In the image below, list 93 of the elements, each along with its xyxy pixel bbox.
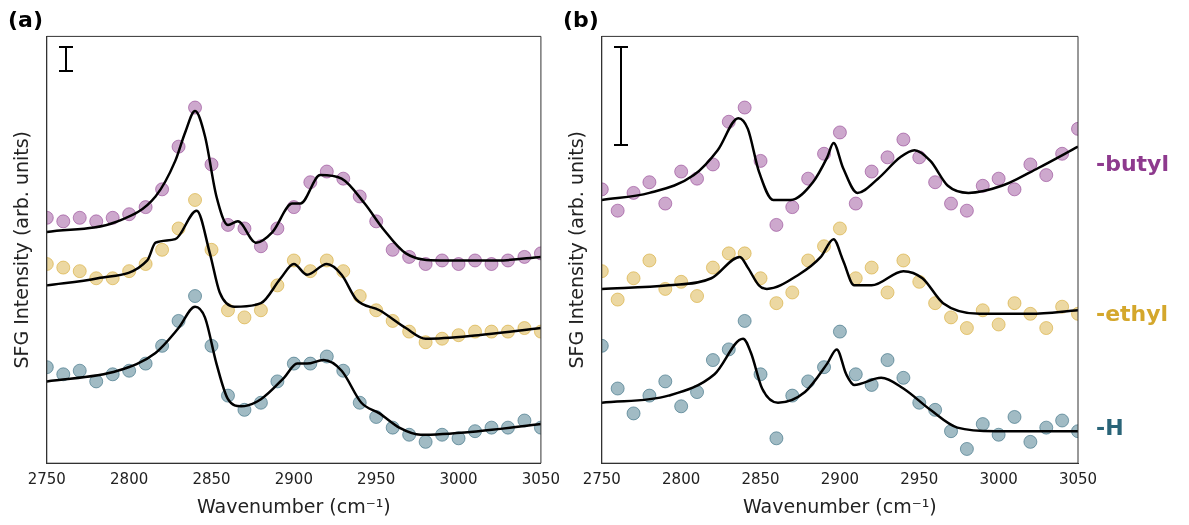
point (72, 264, 87, 279)
point (188, 193, 203, 208)
point (1007, 409, 1022, 424)
point (237, 310, 252, 325)
point (626, 271, 641, 286)
point (832, 221, 847, 236)
point (188, 289, 203, 304)
point (610, 203, 625, 218)
point (56, 214, 71, 229)
x-tick-label: 3000 (439, 470, 478, 489)
point (56, 260, 71, 275)
chart-title: (b) (563, 6, 599, 32)
point (737, 100, 752, 115)
point (785, 200, 800, 215)
x-tick-label: 3050 (1058, 470, 1098, 489)
x-tick-label: 2750 (582, 470, 621, 489)
point (737, 246, 752, 261)
point (975, 417, 990, 432)
x-tick-label: 2900 (820, 470, 859, 489)
x-tick-label: 2850 (741, 470, 780, 489)
series-label: -butyl (1096, 150, 1169, 176)
point (1039, 321, 1054, 336)
x-tick-label: 3050 (521, 470, 561, 489)
point (642, 253, 657, 268)
point (1039, 168, 1054, 183)
point (896, 253, 911, 268)
x-tick-label: 3000 (979, 470, 1018, 489)
point (674, 399, 689, 414)
point (864, 260, 879, 275)
point (769, 217, 784, 232)
point (610, 381, 625, 396)
point (864, 164, 879, 179)
point (944, 424, 959, 439)
point (928, 296, 943, 311)
point (1055, 413, 1070, 428)
point (928, 175, 943, 190)
x-tick-label: 2950 (357, 470, 396, 489)
point (848, 367, 863, 382)
point (1007, 182, 1022, 197)
point (769, 296, 784, 311)
point (880, 353, 895, 368)
point (769, 431, 784, 446)
series-label: -H (1096, 414, 1124, 440)
point (1023, 157, 1038, 172)
x-tick-label: 2900 (274, 470, 313, 489)
point (959, 321, 974, 336)
chart-title: (a) (8, 6, 43, 32)
point (72, 210, 87, 225)
point (832, 125, 847, 140)
point (737, 313, 752, 328)
point (848, 196, 863, 211)
point (658, 196, 673, 211)
point (880, 150, 895, 165)
point (705, 260, 720, 275)
point (944, 196, 959, 211)
point (674, 164, 689, 179)
point (944, 310, 959, 325)
series-label: -ethyl (1096, 300, 1169, 326)
point (626, 406, 641, 421)
point (642, 175, 657, 190)
point (253, 303, 268, 318)
point (991, 317, 1006, 332)
x-axis-title: Wavenumber (cm⁻¹) (196, 494, 391, 517)
point (1007, 296, 1022, 311)
point (89, 374, 104, 389)
point (155, 242, 170, 257)
point (72, 363, 87, 378)
point (721, 246, 736, 261)
x-axis-title: Wavenumber (cm⁻¹) (743, 494, 937, 517)
point (991, 171, 1006, 186)
point (385, 242, 400, 257)
x-tick-label: 2750 (27, 470, 66, 489)
point (418, 434, 433, 449)
point (801, 253, 816, 268)
x-tick-label: 2800 (662, 470, 701, 489)
point (705, 353, 720, 368)
point (832, 324, 847, 339)
point (959, 203, 974, 218)
y-axis-title: SFG Intensity (arb. units) (10, 130, 33, 369)
point (896, 370, 911, 385)
point (896, 132, 911, 147)
point (1023, 434, 1038, 449)
x-tick-label: 2800 (110, 470, 149, 489)
point (959, 441, 974, 456)
point (785, 285, 800, 300)
point (690, 289, 705, 304)
point (658, 374, 673, 389)
point (880, 285, 895, 300)
x-tick-label: 2850 (192, 470, 231, 489)
x-tick-label: 2950 (900, 470, 939, 489)
point (610, 292, 625, 307)
point (690, 385, 705, 400)
y-axis-title: SFG Intensity (arb. units) (565, 130, 588, 369)
